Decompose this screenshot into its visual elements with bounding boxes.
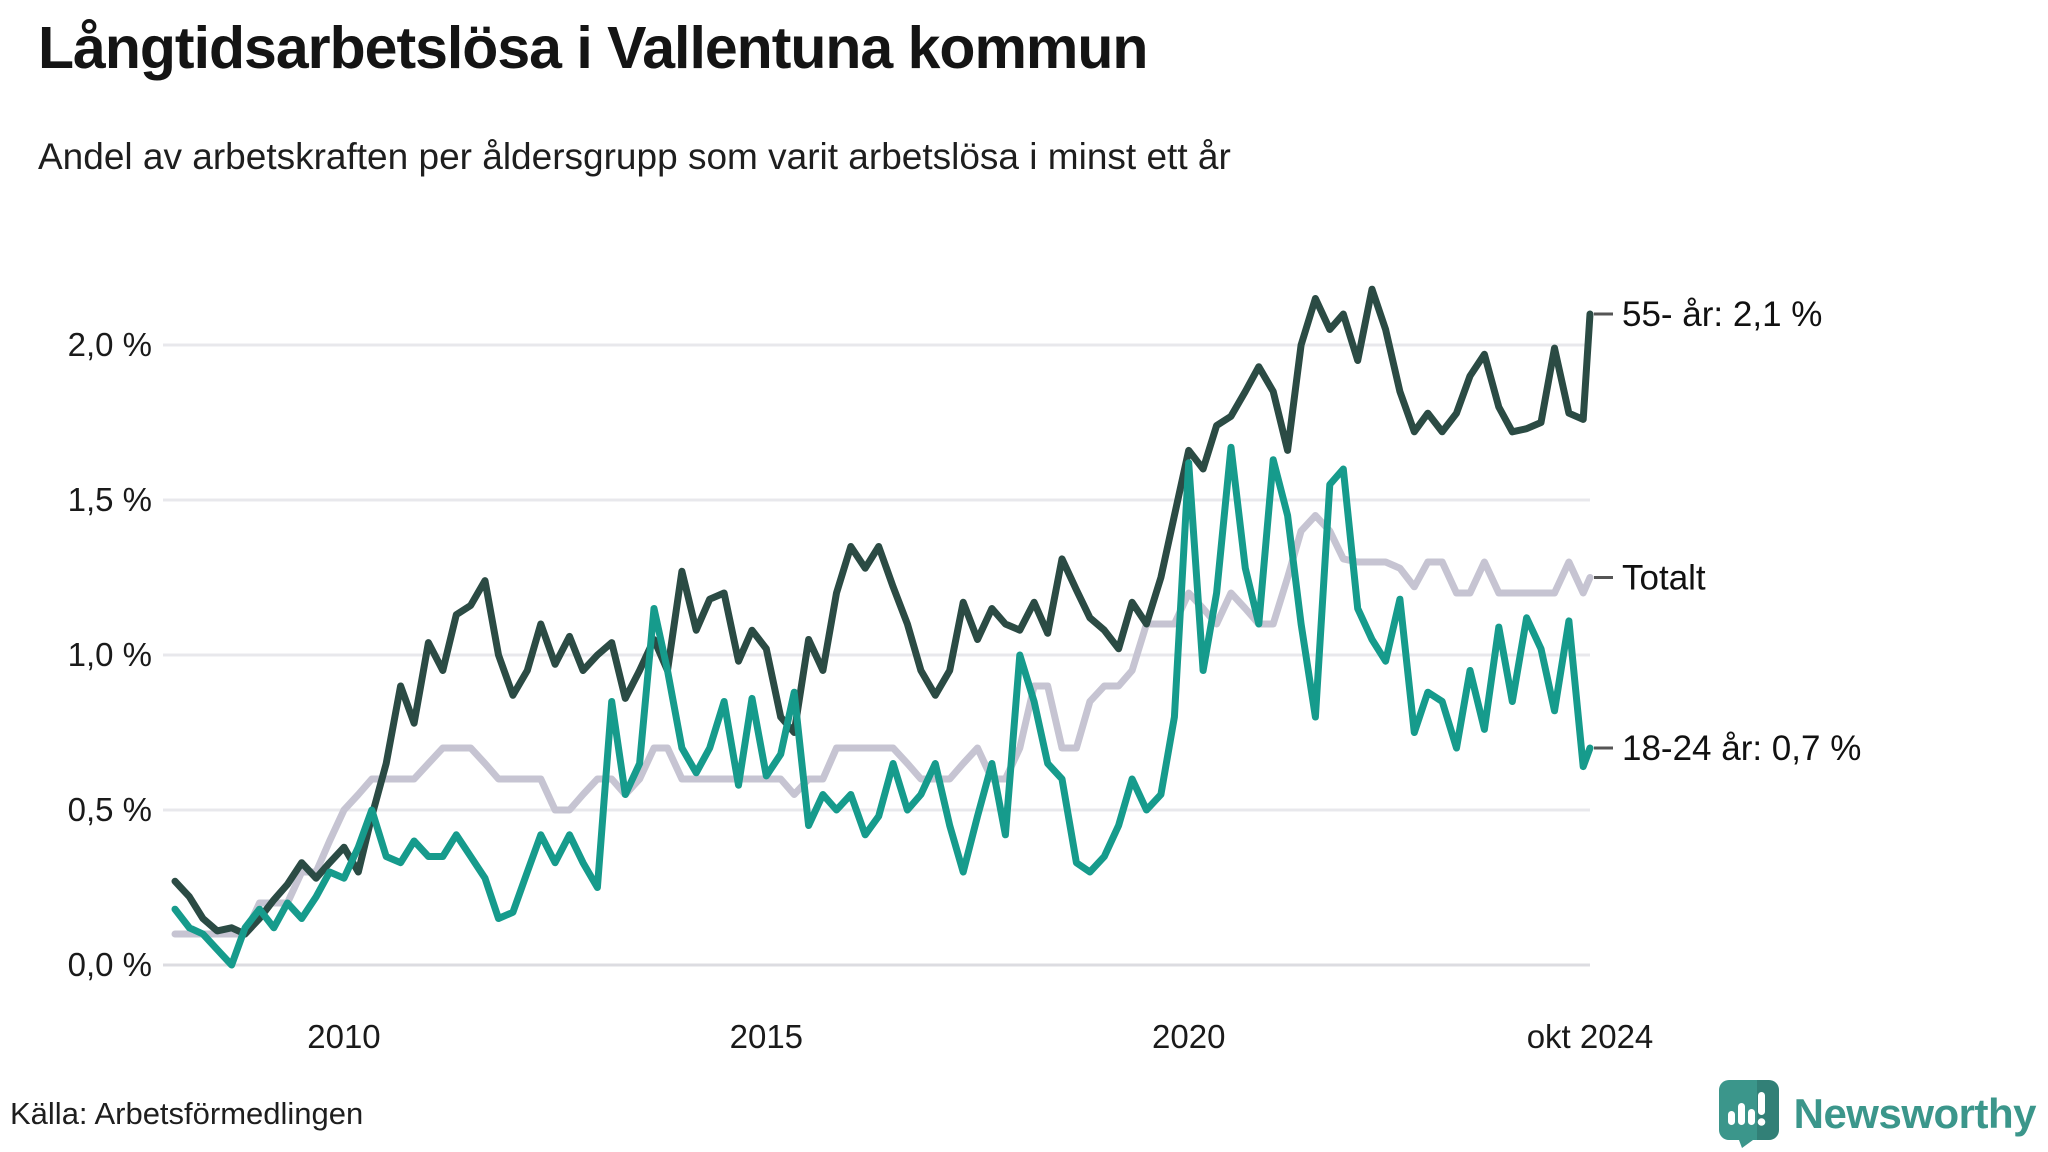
line-totalt [171,512,1594,938]
branding: Newsworthy [1718,1080,2037,1148]
y-tick-label: 1,0 % [68,636,152,673]
line-18-24-r [171,443,1594,969]
y-tick-label: 1,5 % [68,481,152,518]
newsworthy-logo-text: Newsworthy [1793,1090,2037,1137]
x-tick-label: okt 2024 [1527,1018,1654,1055]
page-subtitle: Andel av arbetskraften per åldersgrupp s… [38,136,1231,177]
newsworthy-logo-icon [1718,1080,1779,1148]
y-tick-label: 2,0 % [68,326,152,363]
x-tick-label: 2020 [1152,1018,1225,1055]
x-axis-labels: 2010 2015 2020 okt 2024 [307,1018,1653,1055]
page-title: Långtidsarbetslösa i Vallentuna kommun [38,15,1148,81]
series-end-label-totalt: Totalt [1622,559,1706,598]
series-end-label-18-24-r: 18-24 år: 0,7 % [1622,729,1861,768]
y-tick-label: 0,0 % [68,946,152,983]
line-55-r [171,285,1594,938]
series-end-label-55-r: 55- år: 2,1 % [1622,295,1822,334]
source-note: Källa: Arbetsförmedlingen [10,1096,364,1131]
x-tick-label: 2010 [307,1018,380,1055]
x-tick-label: 2015 [730,1018,803,1055]
series-lines [171,285,1594,969]
y-gridlines [163,343,1590,967]
y-axis-labels: 0,0 % 0,5 % 1,0 % 1,5 % 2,0 % [68,326,152,983]
series-end-labels: 55- år: 2,1 % Totalt 18-24 år: 0,7 % [1594,295,1861,768]
y-tick-label: 0,5 % [68,791,152,828]
